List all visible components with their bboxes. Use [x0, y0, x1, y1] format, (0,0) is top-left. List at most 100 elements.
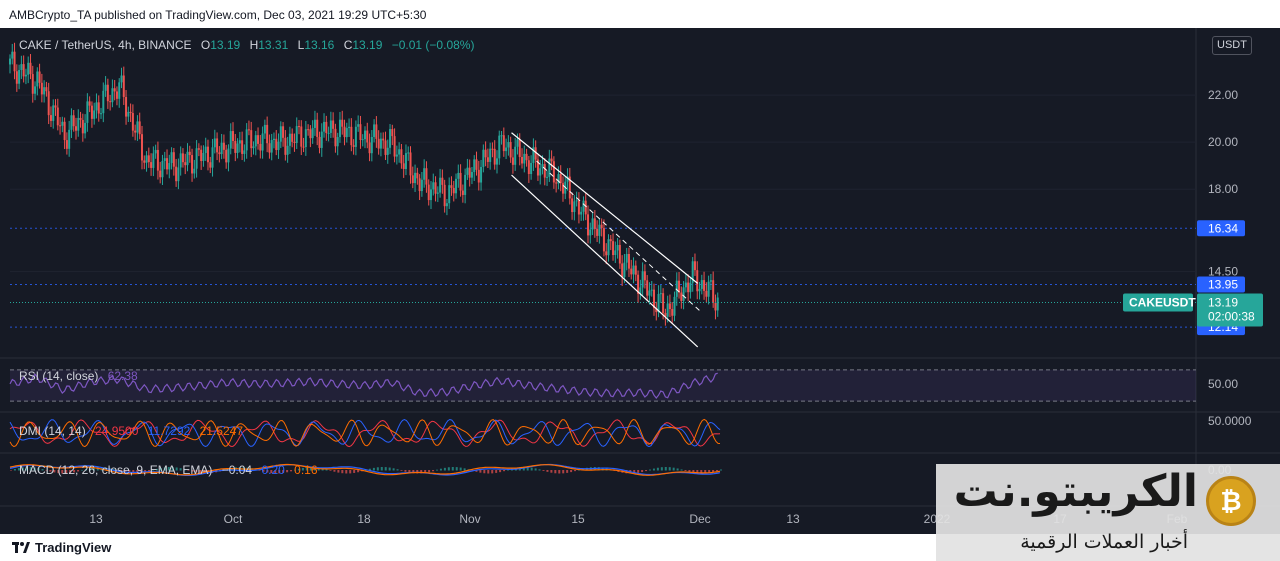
candle-body	[79, 117, 82, 120]
candle-body	[100, 113, 103, 115]
macd-histogram-bar	[333, 470, 336, 472]
candle-body	[279, 126, 282, 142]
candle-body	[211, 147, 214, 168]
candle-body	[657, 293, 660, 313]
macd-histogram-bar	[92, 467, 95, 471]
candle-body	[238, 140, 241, 144]
macd-histogram-bar	[270, 470, 273, 474]
candle-body	[325, 121, 328, 134]
candle-body	[632, 265, 635, 275]
change-value: −0.01 (−0.08%)	[391, 38, 475, 52]
candle-body	[354, 126, 357, 147]
macd-histogram-bar	[432, 470, 435, 472]
candle-body	[131, 113, 134, 131]
candle-body	[411, 175, 414, 184]
chart-area[interactable]: 22.0020.0018.0014.5050.0050.00000.0016.3…	[0, 28, 1280, 534]
candle-body	[427, 184, 430, 201]
candle-body	[621, 263, 624, 277]
macd-histogram-bar	[262, 470, 265, 472]
candle-body	[272, 138, 275, 140]
candle-body	[650, 289, 653, 291]
price-tick-label: 20.00	[1208, 135, 1238, 149]
candle-body	[341, 119, 344, 127]
candle-body	[70, 115, 73, 130]
candle-body	[400, 149, 403, 164]
candle-body	[566, 176, 569, 182]
macd-legend[interactable]: MACD (12, 26, close, 9, EMA, EMA) −0.04 …	[19, 463, 318, 477]
rsi-legend[interactable]: RSI (14, close) 62.38	[19, 369, 138, 383]
candle-body	[655, 308, 658, 313]
candle-body	[495, 158, 498, 165]
macd-histogram-bar	[199, 470, 202, 474]
macd-histogram-bar	[601, 467, 604, 471]
candle-body	[72, 115, 75, 127]
candle-body	[707, 281, 710, 297]
candle-body	[602, 228, 605, 252]
candle-body	[15, 71, 18, 84]
candle-body	[329, 120, 332, 133]
candle-body	[659, 293, 662, 295]
macd-histogram-bar	[503, 470, 506, 472]
candle-body	[300, 126, 303, 147]
candle-body	[90, 105, 93, 119]
macd-histogram-bar	[404, 470, 407, 472]
candle-body	[243, 150, 246, 154]
candle-body	[263, 124, 266, 134]
candle-body	[532, 147, 535, 163]
candle-body	[74, 126, 77, 131]
macd-histogram-bar	[230, 467, 233, 471]
candle-body	[288, 133, 291, 146]
macd-histogram-bar	[183, 469, 186, 471]
currency-selector[interactable]: USDT	[1212, 36, 1252, 55]
candle-body	[65, 140, 68, 149]
candle-body	[206, 146, 209, 163]
candle-body	[311, 127, 314, 139]
candle-body	[156, 149, 159, 171]
candle-body	[125, 96, 128, 117]
candle-body	[627, 253, 630, 269]
candle-body	[316, 119, 319, 137]
candle-body	[591, 218, 594, 230]
chart-canvas[interactable]: 22.0020.0018.0014.5050.0050.00000.0016.3…	[0, 28, 1280, 534]
candle-body	[120, 75, 123, 83]
candle-body	[518, 139, 521, 157]
watermark-title: الكريبتو.نت	[953, 466, 1198, 517]
candle-body	[668, 303, 671, 310]
candle-body	[29, 62, 32, 75]
candle-body	[473, 159, 476, 173]
macd-histogram-bar	[408, 470, 411, 473]
candle-body	[696, 270, 699, 292]
macd-histogram-bar	[530, 467, 533, 471]
macd-histogram-bar	[652, 468, 655, 471]
macd-histogram-bar	[286, 470, 289, 473]
candle-body	[700, 280, 703, 289]
candle-body	[612, 241, 615, 256]
candle-body	[282, 126, 285, 138]
macd-histogram-bar	[507, 469, 509, 471]
candle-body	[357, 124, 360, 127]
candle-body	[88, 101, 91, 106]
macd-hist-value: −0.04	[221, 463, 253, 477]
candle-body	[577, 200, 580, 215]
candle-body	[284, 137, 287, 155]
candle-body	[345, 128, 348, 138]
candle-body	[304, 129, 307, 148]
symbol-legend: CAKE / TetherUS, 4h, BINANCE O13.19 H13.…	[19, 38, 474, 52]
macd-histogram-bar	[17, 468, 20, 471]
dmi-legend[interactable]: DMI (14, 14) 24.9500 11.7292 21.5247	[19, 424, 243, 438]
candle-body	[468, 167, 471, 178]
macd-histogram-bar	[349, 470, 352, 474]
tradingview-logo[interactable]: TradingView	[12, 540, 111, 555]
candle-body	[648, 290, 651, 296]
candle-body	[209, 162, 212, 168]
candle-body	[673, 296, 676, 316]
candle-body	[684, 282, 687, 288]
channel-upper-line	[511, 132, 699, 284]
candle-body	[348, 126, 351, 129]
candle-body	[68, 129, 71, 149]
channel-lower-line	[511, 174, 699, 348]
macd-histogram-bar	[325, 469, 328, 471]
candle-body	[552, 161, 555, 183]
candle-body	[227, 148, 230, 163]
time-tick-label: Oct	[224, 512, 243, 526]
